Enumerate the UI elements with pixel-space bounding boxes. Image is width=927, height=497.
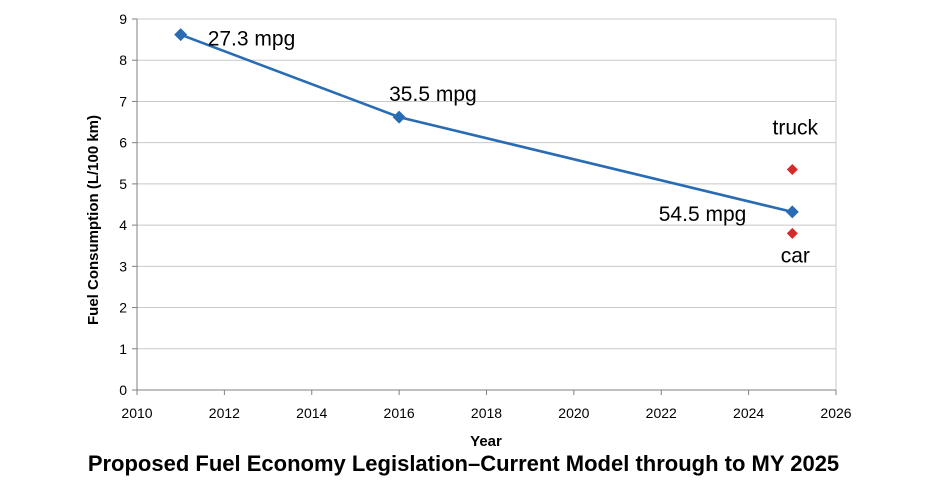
x-tick-label: 2026: [820, 405, 851, 421]
y-tick-label: 7: [119, 93, 127, 109]
x-tick-label: 2012: [209, 405, 240, 421]
axes: [132, 18, 837, 395]
data-point-marker: [174, 28, 188, 42]
y-tick-labels: 0 1 2 3 4 5 6 7 8 9: [119, 11, 127, 398]
data-label: 54.5 mpg: [659, 203, 747, 226]
y-axis-title: Fuel Consumption (L/100 km): [85, 115, 102, 325]
gridlines: [137, 18, 836, 350]
data-point-marker: [785, 205, 799, 219]
series-lines: [180, 33, 793, 214]
x-tick-label: 2018: [471, 405, 502, 421]
x-tick-label: 2016: [384, 405, 415, 421]
chart-caption: Proposed Fuel Economy Legislation–Curren…: [87, 451, 840, 476]
data-label: 27.3 mpg: [208, 28, 296, 51]
x-tick-label: 2010: [121, 405, 152, 421]
y-tick-label: 2: [119, 300, 127, 316]
data-point-marker: [786, 227, 798, 239]
x-tick-label: 2020: [558, 405, 589, 421]
x-tick-labels: 2010 2012 2014 2016 2018 2020 2022 2024 2026: [121, 405, 851, 421]
data-points: [174, 28, 799, 239]
y-tick-label: 8: [119, 52, 127, 68]
y-tick-label: 3: [119, 258, 127, 274]
y-tick-label: 9: [119, 11, 127, 27]
y-tick-label: 1: [119, 341, 127, 357]
y-tick-label: 6: [119, 135, 127, 151]
x-axis-title: Year: [470, 433, 502, 450]
data-point-marker: [392, 110, 406, 124]
data-label: car: [781, 244, 810, 267]
y-tick-label: 5: [119, 176, 127, 192]
x-tick-label: 2024: [733, 405, 764, 421]
data-label: truck: [773, 116, 819, 139]
x-tick-label: 2014: [296, 405, 327, 421]
data-label: 35.5 mpg: [389, 83, 477, 106]
data-labels: 27.3 mpg 35.5 mpg 54.5 mpg truck car: [208, 28, 819, 268]
series-line: [180, 33, 793, 214]
data-point-marker: [786, 163, 798, 175]
x-tick-label: 2022: [646, 405, 677, 421]
y-tick-label: 4: [119, 217, 127, 233]
y-tick-label: 0: [119, 382, 127, 398]
